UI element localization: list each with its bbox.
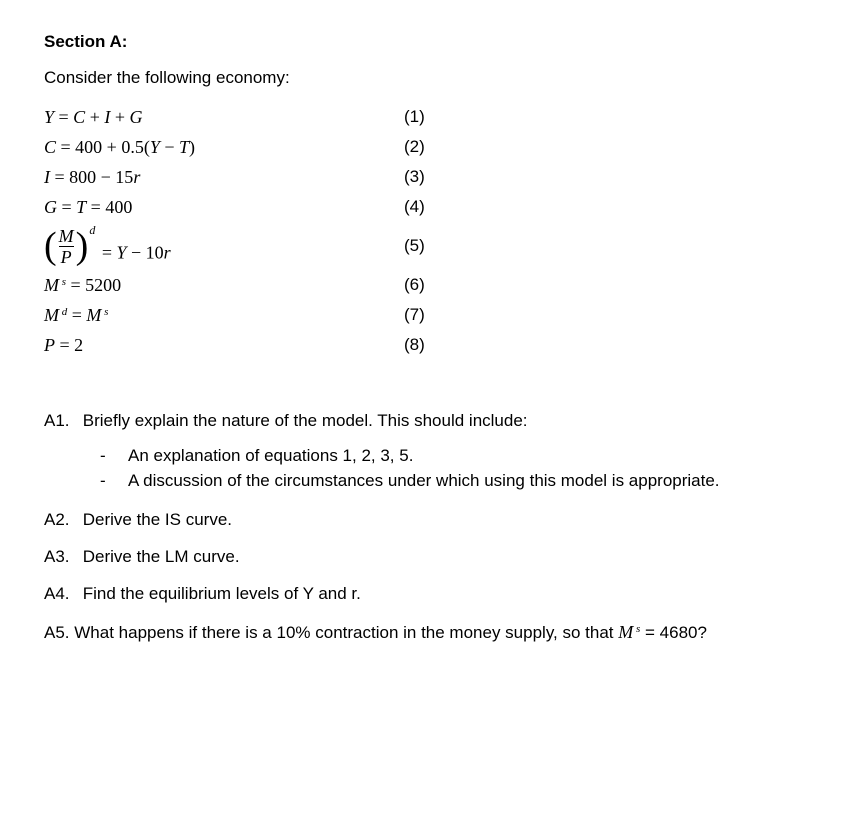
equation-formula: M d = M s [44, 305, 404, 326]
list-item: An explanation of equations 1, 2, 3, 5. [100, 445, 798, 468]
list-item: A discussion of the circumstances under … [100, 470, 798, 493]
equation-number: (6) [404, 275, 425, 295]
q-text-pre: What happens if there is a 10% contracti… [74, 623, 618, 642]
equation-row: M s = 5200(6) [44, 270, 798, 300]
equation-number: (3) [404, 167, 425, 187]
q-label: A1. [44, 410, 78, 433]
equation-row: Y = C + I + G(1) [44, 102, 798, 132]
q-label: A5. [44, 623, 70, 642]
equation-list: Y = C + I + G(1)C = 400 + 0.5(Y − T)(2)I… [44, 102, 798, 360]
equation-row: (MP)d = Y − 10r(5) [44, 222, 798, 270]
equation-row: I = 800 − 15r(3) [44, 162, 798, 192]
a1-bullets: An explanation of equations 1, 2, 3, 5.A… [100, 445, 798, 493]
equation-row: P = 2(8) [44, 330, 798, 360]
section-heading: Section A: [44, 32, 798, 52]
equation-formula: Y = C + I + G [44, 107, 404, 128]
equation-number: (4) [404, 197, 425, 217]
equation-formula: C = 400 + 0.5(Y − T) [44, 137, 404, 158]
variable-ms: M s [618, 622, 640, 642]
question-a3: A3. Derive the LM curve. [44, 546, 798, 569]
q-text: Find the equilibrium levels of Y and r. [83, 584, 361, 603]
q-label: A4. [44, 583, 78, 606]
q-text: Briefly explain the nature of the model.… [83, 411, 528, 430]
question-a2: A2. Derive the IS curve. [44, 509, 798, 532]
equation-formula: G = T = 400 [44, 197, 404, 218]
q-text-post: = 4680? [640, 623, 707, 642]
question-a4: A4. Find the equilibrium levels of Y and… [44, 583, 798, 606]
equation-formula: M s = 5200 [44, 275, 404, 296]
equation-row: G = T = 400(4) [44, 192, 798, 222]
question-a5: A5. What happens if there is a 10% contr… [44, 620, 798, 645]
q-text: Derive the IS curve. [83, 510, 232, 529]
intro-text: Consider the following economy: [44, 68, 798, 88]
equation-number: (1) [404, 107, 425, 127]
equation-formula: P = 2 [44, 335, 404, 356]
page: Section A: Consider the following econom… [0, 0, 842, 699]
equation-number: (8) [404, 335, 425, 355]
q-label: A2. [44, 509, 78, 532]
q-text: Derive the LM curve. [83, 547, 240, 566]
q-label: A3. [44, 546, 78, 569]
equation-number: (7) [404, 305, 425, 325]
equation-number: (2) [404, 137, 425, 157]
equation-formula: (MP)d = Y − 10r [44, 227, 404, 266]
equation-formula: I = 800 − 15r [44, 167, 404, 188]
equation-row: M d = M s(7) [44, 300, 798, 330]
question-a1: A1. Briefly explain the nature of the mo… [44, 410, 798, 433]
equation-number: (5) [404, 236, 425, 256]
equation-row: C = 400 + 0.5(Y − T)(2) [44, 132, 798, 162]
